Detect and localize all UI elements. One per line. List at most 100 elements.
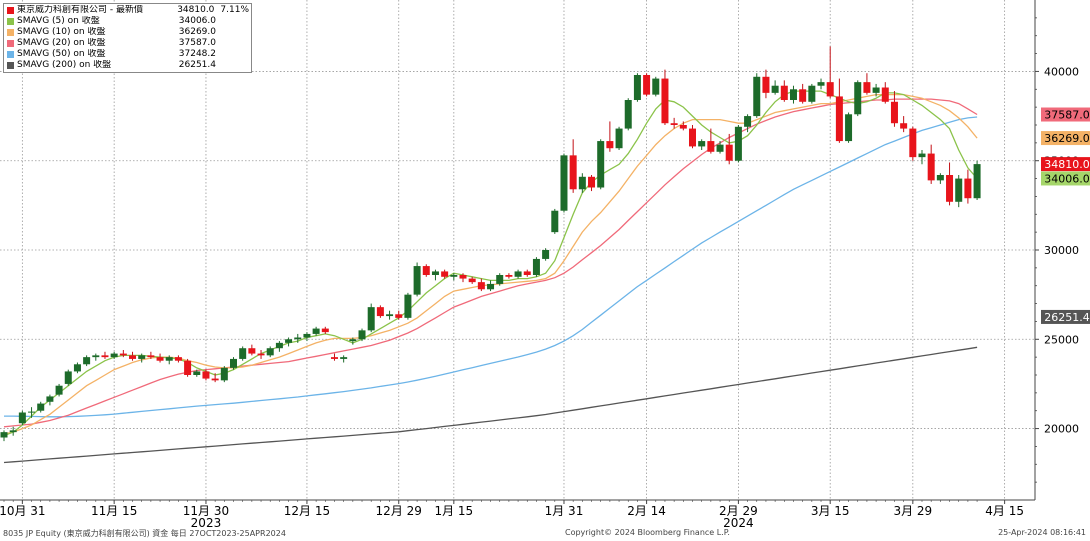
candle-body [633,75,641,100]
price-tag [1041,171,1090,186]
candle-body [477,282,485,290]
legend-item-sma200: SMAVG (200) on 收盤 26251.4 [6,60,249,71]
candle-body [55,385,63,395]
candle-body [184,360,192,375]
x-tick-label: 4月 15 [985,504,1024,518]
candle-body [780,85,788,100]
candle-body [239,348,247,359]
candle-body [918,153,926,158]
candle-body [854,82,862,115]
candle-body [707,141,715,152]
candle-body [670,123,678,125]
candle-body [459,275,467,279]
candle-body [771,85,779,93]
candle-body [46,396,54,402]
candle-body [551,210,559,233]
price-tag-label: 37587.0 [1044,109,1090,122]
candle-body [110,353,118,358]
candle-body [753,76,761,117]
candle-body [725,144,733,161]
candle-body [523,271,531,275]
candlesticks [0,46,981,442]
y-axis: 2000025000300003500040000 [1034,0,1079,500]
legend-value: 26251.4 [178,60,216,70]
candle-body [257,353,265,356]
x-tick-label: 11月 30 [183,504,229,518]
footer-right: 25-Apr-2024 08:16:41 [998,528,1086,537]
candle-body [744,116,752,127]
footer-left: 8035 JP Equity (東京威力科創有限公司) 資金 每日 27OCT2… [3,529,286,538]
x-tick-label: 2月 29 [719,504,758,518]
candle-body [0,432,8,438]
x-tick-label: 12月 29 [376,504,422,518]
price-tag [1041,107,1090,122]
candle-body [872,87,880,93]
candle-body [211,378,219,381]
candle-body [83,357,91,365]
price-tag-label: 36269.0 [1044,132,1090,145]
candle-body [73,364,81,372]
candle-body [606,141,614,149]
legend-item-price: 東京威力科創有限公司 - 最新價 34810.0 7.11% [6,5,249,16]
y-tick-label: 30000 [1044,244,1079,257]
legend-swatch [7,51,14,58]
chart-legend: 東京威力科創有限公司 - 最新價 34810.0 7.11% SMAVG (5)… [3,3,252,73]
candle-body [193,371,201,375]
candle-body [330,357,338,359]
legend-item-sma50: SMAVG (50) on 收盤 37248.2 [6,49,249,60]
candle-body [643,75,651,95]
legend-value: 36269.0 [178,27,216,37]
candle-body [514,271,522,277]
footer-center: Copyright© 2024 Bloomberg Finance L.P. [565,528,730,537]
candle-body [119,353,127,356]
candle-body [624,100,632,129]
y-tick-label: 40000 [1044,65,1079,78]
legend-label: SMAVG (50) on 收盤 [17,49,106,59]
x-axis: 10月 31 11月 15 11月 30 12月 15 12月 29 1月 15 1月 31… [0,499,1035,530]
candle-body [422,266,430,275]
candle-body [220,367,228,381]
sma200-line [3,346,978,464]
candle-body [845,114,853,142]
candle-body [358,330,366,340]
candle-body [230,358,237,368]
candle-body [266,348,274,356]
y-tick-label: 20000 [1044,423,1079,436]
candle-body [955,178,963,202]
candle-body [532,258,540,275]
candle-body [900,123,908,129]
candle-body [156,357,164,361]
candle-body [808,85,816,102]
candle-body [202,371,210,379]
legend-swatch [7,7,14,14]
x-year-label: 2024 [723,516,754,530]
sma20-line [3,98,978,428]
candle-body [349,339,357,342]
candle-body [101,355,109,358]
candle-body [28,411,36,413]
legend-change: 7.11% [220,5,249,15]
legend-label: SMAVG (10) on 收盤 [17,27,106,37]
candle-body [147,355,155,358]
candle-body [863,82,871,93]
candle-body [496,275,504,284]
legend-swatch [7,40,14,47]
legend-item-sma10: SMAVG (10) on 收盤 36269.0 [6,27,249,38]
price-tag-label: 34810.0 [1044,158,1090,171]
price-tag-label: 26251.4 [1044,311,1090,324]
legend-value: 37587.0 [178,38,216,48]
candle-body [487,283,495,290]
candle-body [679,125,687,129]
candle-body [248,348,256,354]
x-tick-label: 2月 14 [627,504,666,518]
candle-body [698,141,706,147]
legend-value: 37248.2 [178,49,216,59]
price-tag [1041,309,1090,324]
candle-body [441,271,449,277]
legend-item-sma20: SMAVG (20) on 收盤 37587.0 [6,38,249,49]
candle-body [597,141,605,188]
candle-body [64,371,72,384]
candle-body [946,175,954,202]
candle-body [835,96,843,142]
